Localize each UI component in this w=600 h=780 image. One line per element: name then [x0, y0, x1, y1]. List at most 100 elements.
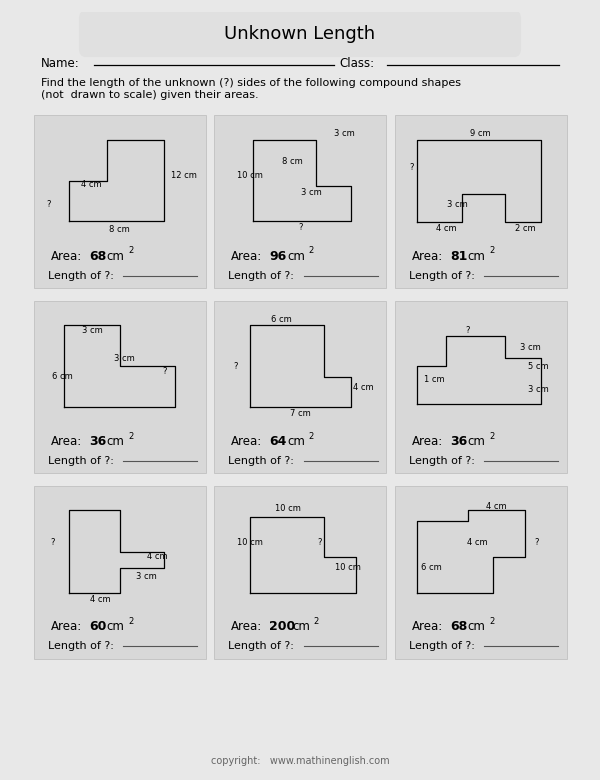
- Text: ?: ?: [534, 538, 538, 548]
- Text: Area:: Area:: [231, 250, 262, 263]
- Text: Area:: Area:: [51, 435, 82, 448]
- Text: 5 cm: 5 cm: [529, 362, 549, 370]
- FancyBboxPatch shape: [34, 301, 206, 473]
- Text: 4 cm: 4 cm: [353, 383, 373, 392]
- FancyBboxPatch shape: [79, 10, 521, 57]
- Text: ?: ?: [50, 538, 55, 548]
- Text: 4 cm: 4 cm: [467, 538, 488, 548]
- Text: 2: 2: [128, 431, 133, 441]
- Text: 200: 200: [269, 620, 296, 633]
- Text: Length of ?:: Length of ?:: [409, 641, 475, 651]
- Text: 96: 96: [269, 250, 287, 263]
- Text: 3 cm: 3 cm: [520, 343, 541, 353]
- Text: cm: cm: [467, 435, 485, 448]
- Text: 81: 81: [450, 250, 467, 263]
- Text: Area:: Area:: [231, 620, 262, 633]
- Text: cm: cm: [287, 250, 305, 263]
- Text: 4 cm: 4 cm: [81, 179, 101, 189]
- Text: Length of ?:: Length of ?:: [47, 271, 113, 281]
- Text: Length of ?:: Length of ?:: [409, 271, 475, 281]
- Text: 10 cm: 10 cm: [335, 563, 361, 573]
- FancyBboxPatch shape: [34, 115, 206, 288]
- Text: 68: 68: [450, 620, 467, 633]
- Text: ?: ?: [234, 362, 238, 370]
- Text: 2: 2: [308, 431, 314, 441]
- Text: Length of ?:: Length of ?:: [228, 641, 294, 651]
- Text: 10 cm: 10 cm: [237, 538, 263, 548]
- Text: Find the length of the unknown (?) sides of the following compound shapes: Find the length of the unknown (?) sides…: [41, 78, 461, 88]
- Text: cm: cm: [467, 250, 485, 263]
- Text: 2: 2: [489, 431, 494, 441]
- Text: Area:: Area:: [412, 435, 443, 448]
- FancyBboxPatch shape: [395, 115, 567, 288]
- Text: cm: cm: [107, 435, 125, 448]
- Text: Area:: Area:: [412, 620, 443, 633]
- Text: Unknown Length: Unknown Length: [224, 25, 376, 43]
- Text: 10 cm: 10 cm: [275, 504, 301, 512]
- Text: 3 cm: 3 cm: [136, 572, 157, 581]
- Text: Name:: Name:: [41, 57, 79, 69]
- Text: cm: cm: [467, 620, 485, 633]
- Text: 36: 36: [450, 435, 467, 448]
- Text: Length of ?:: Length of ?:: [47, 641, 113, 651]
- Text: Class:: Class:: [340, 57, 374, 69]
- Text: Length of ?:: Length of ?:: [409, 456, 475, 466]
- Text: Area:: Area:: [412, 250, 443, 263]
- Text: cm: cm: [107, 250, 125, 263]
- Text: 8 cm: 8 cm: [109, 225, 130, 234]
- Text: 7 cm: 7 cm: [290, 410, 311, 418]
- Text: Area:: Area:: [231, 435, 262, 448]
- Text: Length of ?:: Length of ?:: [228, 271, 294, 281]
- FancyBboxPatch shape: [395, 301, 567, 473]
- Text: 6 cm: 6 cm: [421, 563, 441, 573]
- Text: 2 cm: 2 cm: [515, 224, 535, 233]
- Text: cm: cm: [292, 620, 310, 633]
- Text: 2: 2: [489, 617, 494, 626]
- Text: 3 cm: 3 cm: [334, 129, 355, 138]
- Text: Length of ?:: Length of ?:: [228, 456, 294, 466]
- Text: 2: 2: [128, 617, 133, 626]
- Text: 9 cm: 9 cm: [470, 129, 491, 138]
- Text: ?: ?: [409, 163, 414, 172]
- Text: 4 cm: 4 cm: [91, 594, 111, 604]
- Text: 3 cm: 3 cm: [82, 326, 103, 335]
- Text: cm: cm: [287, 435, 305, 448]
- FancyBboxPatch shape: [214, 486, 386, 658]
- Text: 2: 2: [313, 617, 319, 626]
- Text: 3 cm: 3 cm: [114, 354, 135, 363]
- Text: ?: ?: [298, 223, 302, 232]
- Text: 3 cm: 3 cm: [528, 385, 549, 395]
- Text: 3 cm: 3 cm: [448, 200, 468, 209]
- Text: 4 cm: 4 cm: [486, 502, 507, 511]
- FancyBboxPatch shape: [214, 301, 386, 473]
- Text: 60: 60: [89, 620, 106, 633]
- Text: 68: 68: [89, 250, 106, 263]
- Text: 4 cm: 4 cm: [436, 224, 456, 233]
- Text: ?: ?: [46, 200, 51, 209]
- Text: 6 cm: 6 cm: [271, 315, 292, 324]
- Text: Length of ?:: Length of ?:: [47, 456, 113, 466]
- FancyBboxPatch shape: [34, 486, 206, 658]
- Text: 8 cm: 8 cm: [282, 157, 303, 166]
- Text: 2: 2: [308, 246, 314, 255]
- Text: 36: 36: [89, 435, 106, 448]
- Text: 64: 64: [269, 435, 287, 448]
- Text: 6 cm: 6 cm: [52, 373, 73, 381]
- Text: 2: 2: [489, 246, 494, 255]
- Text: (not  drawn to scale) given their areas.: (not drawn to scale) given their areas.: [41, 90, 258, 100]
- Text: ?: ?: [466, 326, 470, 335]
- Text: ?: ?: [317, 538, 322, 548]
- FancyBboxPatch shape: [214, 115, 386, 288]
- FancyBboxPatch shape: [395, 486, 567, 658]
- Text: 2: 2: [128, 246, 133, 255]
- Text: 4 cm: 4 cm: [147, 552, 167, 562]
- Text: ?: ?: [162, 367, 166, 376]
- Text: Area:: Area:: [51, 620, 82, 633]
- Text: 10 cm: 10 cm: [237, 171, 263, 180]
- Text: Area:: Area:: [51, 250, 82, 263]
- Text: cm: cm: [107, 620, 125, 633]
- Text: copyright:   www.mathinenglish.com: copyright: www.mathinenglish.com: [211, 756, 389, 766]
- Text: 12 cm: 12 cm: [170, 171, 196, 180]
- Text: 3 cm: 3 cm: [301, 188, 322, 197]
- Text: 1 cm: 1 cm: [424, 374, 445, 384]
